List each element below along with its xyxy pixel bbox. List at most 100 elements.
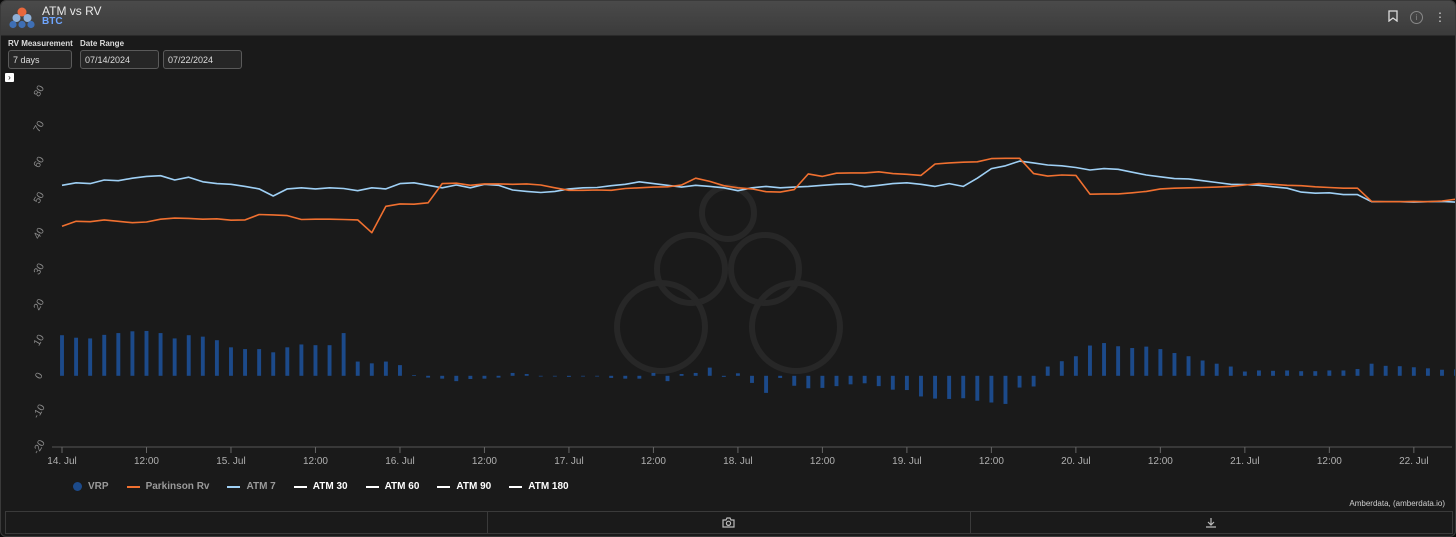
download-icon	[1206, 517, 1217, 528]
vrp-bar	[609, 375, 614, 378]
vrp-bar	[1327, 370, 1332, 376]
vrp-bar	[623, 375, 628, 379]
chart-plot: -20 -10 0 10 20 30 40 50 60 70 80 14. Jul 12:00 15. …	[31, 83, 1455, 467]
vrp-bar	[482, 375, 487, 379]
vrp-bar	[707, 367, 712, 376]
vrp-bar	[1256, 370, 1261, 376]
vrp-bar	[876, 375, 881, 387]
vrp-bar	[1144, 346, 1149, 376]
legend-marker	[73, 482, 82, 491]
date-end-input[interactable]: 07/22/2024	[163, 50, 242, 69]
vrp-bar	[1017, 375, 1022, 388]
x-tick-label: 17. Jul	[554, 456, 583, 467]
vrp-bar	[1285, 370, 1290, 376]
more-options-icon[interactable]: ⋮	[1434, 10, 1446, 24]
legend-item-parkinson-rv[interactable]: Parkinson Rv	[126, 481, 210, 492]
vrp-bar	[1369, 363, 1374, 376]
vrp-bar	[1200, 360, 1205, 376]
vrp-bar	[229, 347, 233, 376]
x-tick-label: 12:00	[303, 456, 328, 467]
vrp-bar	[764, 375, 769, 393]
bookmark-icon[interactable]	[1386, 10, 1400, 24]
vrp-bar	[412, 375, 416, 376]
vrp-bar	[1454, 369, 1455, 376]
vrp-bar	[1031, 375, 1036, 387]
x-tick-label: 12:00	[134, 456, 159, 467]
vrp-bar	[820, 375, 825, 388]
y-tick-label: 60	[32, 155, 47, 171]
expand-toggle-icon[interactable]: ›	[5, 73, 14, 82]
vrp-bar	[1003, 375, 1008, 404]
vrp-bar	[665, 375, 670, 382]
vrp-bar	[552, 375, 557, 377]
vrp-bar	[158, 333, 163, 376]
atm7-series-line	[61, 160, 1455, 203]
x-tick-label: 21. Jul	[1230, 456, 1259, 467]
legend-item-atm60[interactable]: ATM 60	[365, 481, 420, 492]
vrp-bar	[750, 375, 754, 383]
x-tick-label: 20. Jul	[1061, 456, 1090, 467]
vrp-bar	[1355, 369, 1360, 376]
vrp-bar	[271, 352, 276, 376]
legend-item-atm7[interactable]: ATM 7	[227, 481, 276, 492]
vrp-bar	[468, 375, 473, 380]
rv-measurement-select[interactable]: 7 days	[8, 50, 72, 69]
screenshot-button[interactable]	[488, 512, 971, 533]
vrp-bar	[285, 347, 290, 376]
vrp-bar	[74, 337, 79, 376]
vrp-bar	[510, 372, 515, 376]
vrp-bar	[806, 375, 811, 389]
legend-marker	[227, 485, 241, 488]
vrp-bar	[243, 349, 248, 376]
vrp-bar	[144, 330, 149, 376]
legend-marker	[126, 485, 140, 488]
vrp-bar	[1341, 370, 1346, 376]
vrp-bar	[778, 375, 783, 378]
legend-marker	[293, 485, 307, 488]
legend-item-atm30[interactable]: ATM 30	[293, 481, 348, 492]
legend-label: ATM 7	[246, 481, 276, 492]
vrp-bar	[200, 336, 205, 376]
x-tick-label: 16. Jul	[385, 456, 414, 467]
vrp-bar	[130, 331, 135, 376]
vrp-bar	[595, 375, 600, 377]
x-tick-label: 12:00	[472, 456, 497, 467]
vrp-bar	[1073, 356, 1078, 376]
vrp-bar	[1186, 356, 1191, 376]
legend-item-vrp[interactable]: VRP	[73, 481, 109, 492]
x-tick-label: 22. Jul	[1399, 456, 1428, 467]
x-tick-label: 15. Jul	[216, 456, 245, 467]
camera-icon	[722, 517, 736, 528]
x-tick-label: 12:00	[1148, 456, 1173, 467]
x-tick-label: 12:00	[979, 456, 1004, 467]
x-tick-label: 12:00	[1317, 456, 1342, 467]
vrp-bar	[102, 334, 107, 376]
legend-item-atm90[interactable]: ATM 90	[437, 481, 491, 492]
x-tick-label: 19. Jul	[892, 456, 921, 467]
vrp-bar	[1411, 367, 1416, 376]
chart-legend: VRP Parkinson Rv ATM 7 ATM 30 ATM 60 ATM…	[73, 481, 587, 492]
y-tick-label: 0	[33, 371, 46, 382]
download-button[interactable]	[971, 512, 1452, 533]
vrp-bar	[735, 373, 740, 376]
legend-label: Parkinson Rv	[145, 481, 210, 492]
date-start-input[interactable]: 07/14/2024	[80, 50, 159, 69]
vrp-bar	[1383, 365, 1388, 376]
legend-label: ATM 30	[312, 481, 348, 492]
vrp-bar	[947, 375, 952, 399]
vrp-bar	[792, 375, 797, 386]
legend-label: ATM 60	[384, 481, 420, 492]
vrp-bar	[933, 375, 938, 399]
legend-item-atm180[interactable]: ATM 180	[509, 481, 569, 492]
vrp-bar	[834, 375, 839, 387]
legend-marker	[365, 485, 379, 488]
vrp-bar	[1116, 346, 1121, 376]
info-icon[interactable]: i	[1410, 10, 1423, 24]
y-tick-label: 10	[32, 333, 47, 349]
y-tick-label: -10	[31, 402, 48, 420]
vrp-bar	[1228, 366, 1233, 376]
vrp-bar	[214, 340, 219, 376]
vrp-bar	[1172, 353, 1177, 376]
vrp-bar	[186, 335, 191, 376]
